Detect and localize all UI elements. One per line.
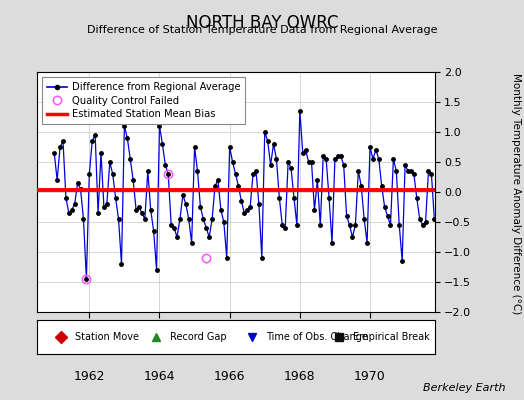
Text: Monthly Temperature Anomaly Difference (°C): Monthly Temperature Anomaly Difference (… xyxy=(511,73,521,315)
Text: Difference of Station Temperature Data from Regional Average: Difference of Station Temperature Data f… xyxy=(87,25,437,35)
Text: NORTH BAY OWRC: NORTH BAY OWRC xyxy=(185,14,339,32)
Text: Record Gap: Record Gap xyxy=(170,332,227,342)
Text: Empirical Break: Empirical Break xyxy=(353,332,430,342)
Text: 1964: 1964 xyxy=(144,370,175,383)
Text: 1968: 1968 xyxy=(284,370,315,383)
Text: Station Move: Station Move xyxy=(74,332,138,342)
Text: 1962: 1962 xyxy=(73,370,105,383)
Text: Time of Obs. Change: Time of Obs. Change xyxy=(266,332,367,342)
Legend: Difference from Regional Average, Quality Control Failed, Estimated Station Mean: Difference from Regional Average, Qualit… xyxy=(42,77,245,124)
Text: 1966: 1966 xyxy=(214,370,245,383)
Text: 1970: 1970 xyxy=(354,370,386,383)
Text: Berkeley Earth: Berkeley Earth xyxy=(423,383,506,393)
